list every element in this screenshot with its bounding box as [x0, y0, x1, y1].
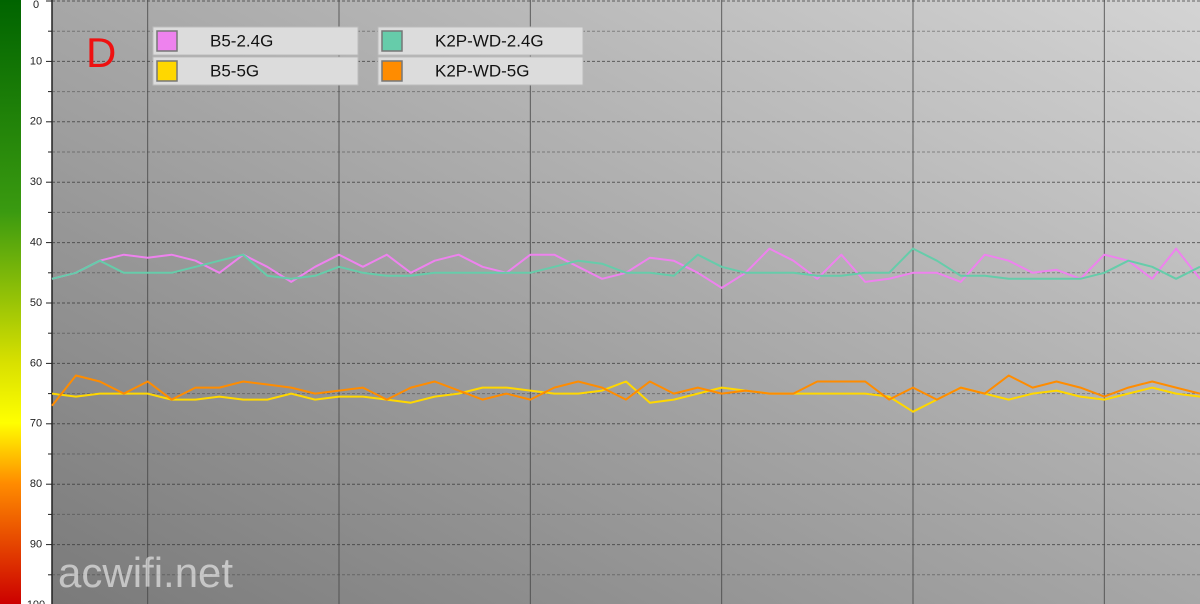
y-tick-label: 90	[30, 539, 42, 551]
y-tick-label: 80	[30, 478, 42, 490]
y-tick-label: 20	[30, 116, 42, 128]
color-scale	[0, 0, 21, 604]
legend-background	[377, 26, 584, 56]
legend-swatch	[381, 30, 403, 52]
legend-label: B5-2.4G	[210, 31, 273, 50]
legend-label: K2P-WD-2.4G	[435, 31, 544, 50]
y-tick-label: 30	[30, 176, 42, 188]
series-line	[51, 374, 1200, 407]
legend-background	[377, 56, 584, 86]
series-line	[51, 380, 1200, 413]
legend-background	[152, 26, 359, 56]
legend-swatch	[381, 60, 403, 82]
annotation: D	[86, 29, 116, 76]
y-tick-label: 0	[33, 0, 39, 11]
series-line	[51, 247, 1200, 280]
watermark: acwifi.net	[58, 549, 233, 596]
lines	[51, 247, 1200, 413]
legend-background	[152, 56, 359, 86]
y-tick-label: 40	[30, 237, 42, 249]
legend-label: B5-5G	[210, 61, 259, 80]
y-tick-label: 100	[27, 599, 45, 604]
legend-swatch	[156, 30, 178, 52]
legend-swatch	[156, 60, 178, 82]
y-tick-label: 50	[30, 297, 42, 309]
legend: B5-2.4G B5-5G K2P-WD-2.4G K2P-WD-5G	[152, 26, 584, 86]
legend-label: K2P-WD-5G	[435, 61, 529, 80]
y-tick-label: 70	[30, 418, 42, 430]
y-tick-label: 10	[30, 55, 42, 67]
plot-background	[52, 0, 1200, 604]
y-tick-label: 60	[30, 357, 42, 369]
